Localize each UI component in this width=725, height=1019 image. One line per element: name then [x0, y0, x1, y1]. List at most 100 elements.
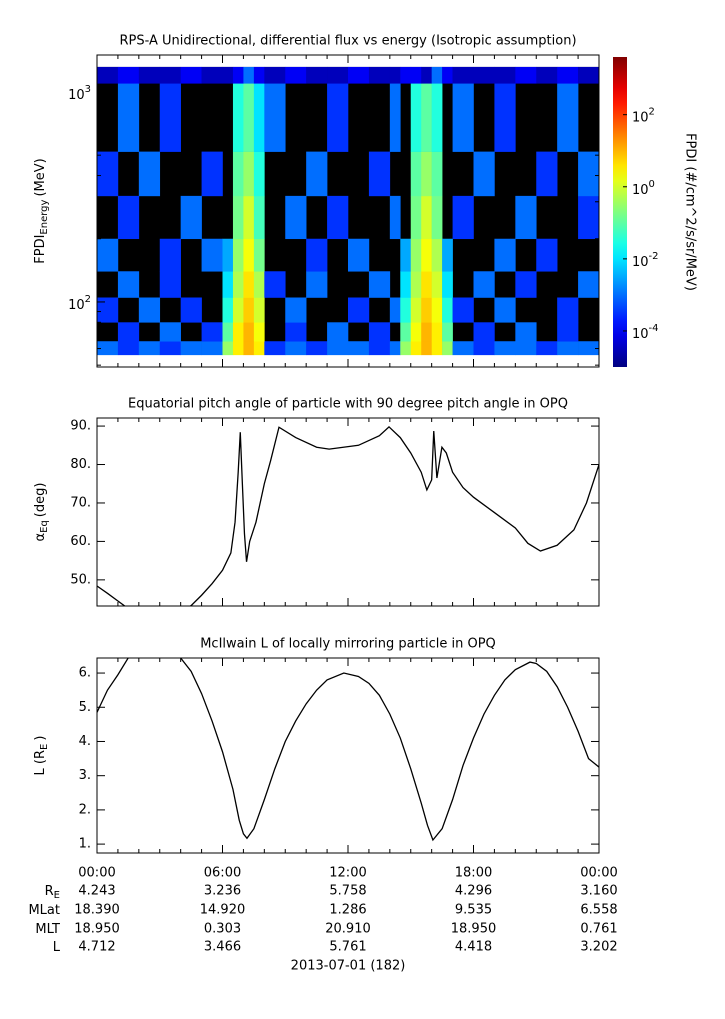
spectrogram-cell — [243, 297, 255, 323]
spectrogram-cell — [285, 341, 307, 356]
y-axis-label-part: Eq — [39, 520, 50, 533]
spectrogram-cell — [138, 66, 161, 84]
spectrogram-cell — [389, 83, 401, 152]
spectrogram-cell — [327, 195, 349, 240]
spectrogram-cell — [410, 195, 422, 240]
colorbar-tick-label-part: 10 — [632, 110, 649, 125]
colorbar-tick-label-part: 0 — [649, 179, 655, 190]
spectrogram-cell — [253, 195, 265, 240]
spectrogram-cell — [138, 341, 161, 356]
spectrogram-cell — [557, 66, 579, 84]
spectrogram-cell — [117, 341, 140, 356]
colorbar-tick-label: 10-4 — [632, 323, 659, 342]
colorbar-tick-label-part: -4 — [649, 323, 659, 334]
y-tick-label: 102 — [68, 294, 91, 313]
spectrogram-cell — [327, 341, 349, 356]
spectrogram-cell — [368, 151, 391, 197]
spectrogram-cell — [536, 151, 558, 197]
spectrogram-cell — [253, 341, 265, 356]
spectrogram-cell — [421, 297, 432, 323]
spectrogram-cell — [431, 195, 443, 240]
colorbar-tick-label: 102 — [632, 107, 655, 126]
spectrogram-cell — [348, 341, 370, 356]
date-label: 2013-07-01 (182) — [291, 959, 406, 974]
spectrogram-cell — [264, 83, 286, 152]
ephemeris-label: MLat — [28, 903, 60, 918]
y-axis-label: FPDIEnergy (MeV) — [33, 158, 51, 263]
ephemeris-value: 4.296 — [455, 884, 492, 899]
spectrogram-cell — [410, 297, 422, 323]
spectrogram-cell — [97, 341, 119, 356]
ephemeris-value: 14.920 — [200, 903, 246, 918]
spectrogram-cell — [410, 66, 422, 84]
ephemeris-value: 6.558 — [580, 903, 617, 918]
spectrogram-cell — [452, 83, 474, 152]
spectrogram-cell — [285, 297, 307, 323]
ephemeris-label-part: R — [45, 884, 54, 899]
spectrogram-cell — [368, 271, 391, 298]
y-tick-label: 60. — [70, 534, 91, 549]
spectrogram-cell — [421, 195, 432, 240]
ephemeris-value: 9.535 — [455, 903, 492, 918]
spectrogram-cell — [159, 271, 181, 298]
ephemeris-value: 18.950 — [74, 922, 120, 937]
colorbar-tick-label-part: 10 — [632, 182, 649, 197]
spectrogram-cell — [159, 322, 181, 342]
spectrogram-cell — [421, 83, 432, 152]
spectrogram-cell — [253, 83, 265, 152]
ephemeris-value: 5.761 — [329, 940, 366, 955]
y-tick-label: 70. — [70, 495, 91, 510]
spectrogram-cell — [232, 297, 244, 323]
spectrogram-cell — [578, 195, 600, 240]
ephemeris-value: 4.243 — [78, 884, 115, 899]
y-tick-label: 5. — [79, 700, 91, 715]
colorbar-tick-label-part: -2 — [649, 251, 659, 262]
spectrogram-cell — [243, 195, 255, 240]
spectrogram-cell — [117, 83, 140, 152]
spectrogram-cell — [201, 151, 223, 197]
y-tick-label: 2. — [79, 802, 91, 817]
spectrogram-cell — [452, 66, 474, 84]
spectrogram-cell — [180, 341, 202, 356]
spectrogram-cell — [410, 271, 422, 298]
spectrogram-cell — [285, 66, 307, 84]
spectrogram-cell — [159, 341, 181, 356]
spectrogram-cell — [578, 66, 600, 84]
y-tick-label: 90. — [70, 419, 91, 434]
data-line — [97, 658, 599, 842]
y-tick-label: 50. — [70, 572, 91, 587]
ephemeris-value: 4.418 — [455, 940, 492, 955]
spectrogram-cell — [473, 271, 495, 298]
spectrogram-cell — [306, 341, 328, 356]
spectrogram-cell — [159, 238, 181, 272]
spectrogram-cell — [306, 271, 328, 298]
spectrogram-cell — [473, 341, 495, 356]
spectrogram-cell — [285, 322, 307, 342]
spectrogram-cell — [232, 322, 244, 342]
spectrogram-cell — [494, 238, 516, 272]
spectrogram-cell — [232, 271, 244, 298]
x-tick-label: 00:00 — [78, 866, 115, 881]
spectrogram-cell — [201, 322, 223, 342]
ephemeris-value: 3.160 — [580, 884, 617, 899]
spectrogram-cell — [232, 195, 244, 240]
spectrogram-cell — [138, 297, 161, 323]
colorbar — [613, 57, 627, 367]
y-tick-label: 3. — [79, 768, 91, 783]
spectrogram-cell — [400, 66, 412, 84]
y-tick-label-part: 3 — [85, 84, 91, 95]
y-axis-label-part: (deg) — [33, 483, 48, 518]
spectrogram-cell — [97, 238, 119, 272]
y-tick-label: 1. — [79, 837, 91, 852]
panel-title: RPS-A Unidirectional, differential flux … — [119, 34, 576, 49]
spectrogram-cell — [431, 238, 443, 272]
spectrogram-cell — [389, 297, 401, 323]
spectrogram-cell — [222, 271, 234, 298]
y-axis-label: αEq (deg) — [33, 483, 51, 542]
spectrogram-cell — [232, 341, 244, 356]
spectrogram-cell — [368, 66, 391, 84]
colorbar-tick-label: 100 — [632, 179, 655, 198]
spectrogram-cell — [442, 66, 453, 84]
spectrogram-cell — [494, 83, 516, 152]
